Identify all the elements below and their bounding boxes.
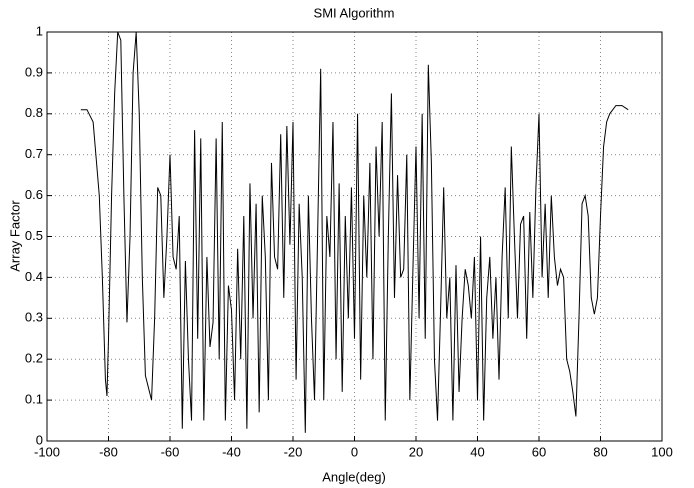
y-axis-label: Array Factor [7,200,22,272]
x-tick-label: 40 [470,444,484,459]
x-tick-label: 0 [351,444,358,459]
x-tick-label: 60 [532,444,546,459]
x-tick-label: 80 [593,444,607,459]
y-tick-label: 0.5 [25,228,43,243]
data-line [80,31,629,433]
x-tick-label: 100 [651,444,673,459]
y-tick-label: 0.4 [25,269,43,284]
y-tick-label: 0.7 [25,146,43,161]
y-tick-label: 0 [36,432,43,447]
x-tick-label: 20 [409,444,423,459]
y-tick-label: 0.9 [25,64,43,79]
x-tick-label: -80 [99,444,118,459]
y-tick-label: 1 [36,23,43,38]
chart-title: SMI Algorithm [314,5,395,20]
y-tick-label: 0.2 [25,351,43,366]
y-tick-label: 0.6 [25,187,43,202]
plot-frame [46,31,663,442]
y-tick-label: 0.1 [25,392,43,407]
y-tick-label: 0.8 [25,105,43,120]
x-tick-label: -40 [222,444,241,459]
x-tick-label: -20 [284,444,303,459]
y-tick-label: 0.3 [25,310,43,325]
x-tick-label: -60 [161,444,180,459]
x-tick-label: -100 [34,444,60,459]
x-axis-label: Angle(deg) [322,469,386,484]
